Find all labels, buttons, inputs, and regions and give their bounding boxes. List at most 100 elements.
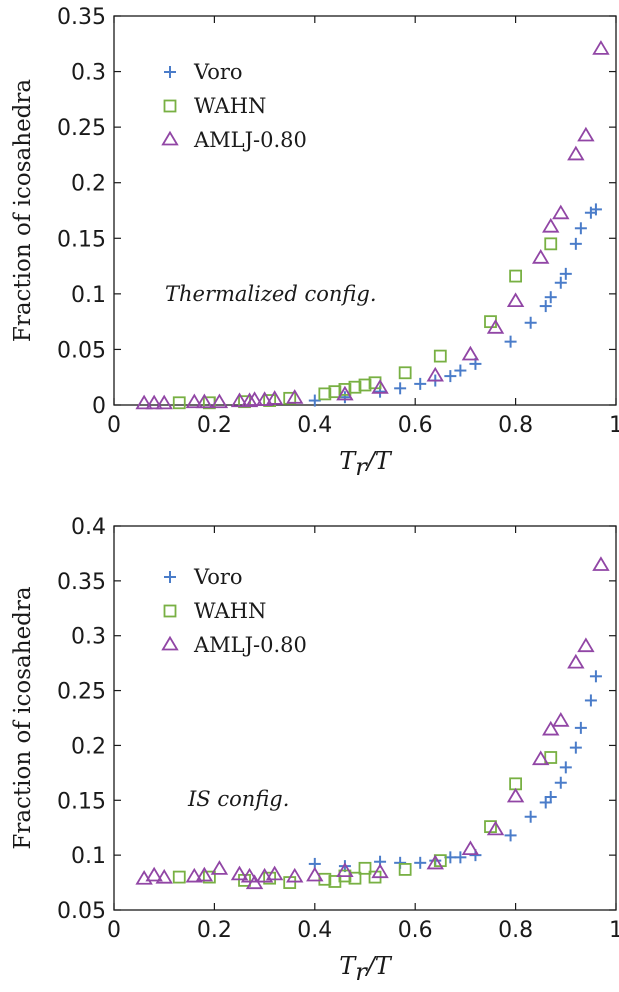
data-point [306, 866, 324, 882]
data-point [569, 741, 582, 754]
data-point [542, 720, 560, 736]
y-tick-label: 0.3 [71, 61, 106, 86]
x-tick-label: 0.2 [197, 413, 232, 438]
data-point [145, 866, 163, 882]
x-axis-title-subscript: r [355, 453, 368, 481]
data-point [589, 670, 602, 683]
data-point [592, 40, 610, 55]
y-tick-label: 0.15 [57, 227, 106, 252]
legend-marker-amlj [161, 130, 179, 146]
data-point [454, 364, 467, 377]
data-point [506, 292, 525, 308]
y-tick-label: 0.2 [71, 734, 106, 759]
x-tick-label: 0.8 [498, 918, 533, 943]
data-point [504, 829, 517, 842]
data-point [552, 712, 570, 727]
data-point [348, 380, 362, 394]
y-tick-label: 0.1 [71, 844, 106, 869]
data-point [539, 796, 552, 809]
data-point [444, 370, 457, 383]
data-point [589, 203, 602, 216]
legend-label-amlj: AMLJ-0.80 [193, 633, 307, 657]
data-point [286, 389, 304, 404]
data-point [544, 790, 557, 803]
data-point [414, 856, 427, 869]
data-point [265, 865, 284, 881]
data-point [504, 335, 517, 348]
data-point [567, 653, 585, 669]
data-point [195, 393, 214, 409]
x-tick-label: 1 [609, 413, 619, 438]
series-square [172, 751, 558, 889]
chart-panel-is: 0 0.2 0.4 0.6 0.8 1 0.05 0.1 0.15 0.2 0.25 0.3 0.35 0… [10, 515, 619, 986]
data-point [240, 392, 259, 408]
data-point [265, 390, 284, 405]
legend-symbol [163, 604, 177, 618]
data-point [569, 237, 582, 250]
data-point [559, 761, 572, 774]
data-point [308, 394, 321, 407]
data-point [255, 391, 274, 406]
data-point [185, 867, 204, 883]
data-point [433, 349, 447, 363]
data-point [567, 145, 585, 161]
data-markers [135, 40, 610, 410]
x-tick-label: 0.8 [498, 413, 533, 438]
data-point [145, 394, 163, 410]
x-axis-title: Tr/T [339, 952, 393, 986]
data-point [544, 291, 557, 304]
data-point [371, 379, 389, 394]
y-tick-label: 0.05 [57, 338, 106, 363]
data-point [574, 222, 587, 235]
y-tick-label: 0.1 [71, 283, 106, 308]
data-point [486, 319, 505, 334]
data-point [255, 867, 274, 883]
y-tick-label: 0.2 [71, 172, 106, 197]
x-axis-title-subscript: r [355, 958, 368, 986]
data-point [506, 787, 525, 803]
x-tick-label: 0.6 [398, 413, 433, 438]
data-point [559, 267, 572, 280]
y-tick-label: 0.05 [57, 899, 106, 924]
axis-ticks: 0 0.2 0.4 0.6 0.8 1 0 0.05 0.1 0.15 0.2 0.25 0.3 0.35 [57, 5, 619, 438]
axis-ticks: 0 0.2 0.4 0.6 0.8 1 0.05 0.1 0.15 0.2 0.25 0.3 0.35 0… [57, 515, 619, 943]
y-tick-label: 0.35 [57, 5, 106, 30]
legend-label-voro: Voro [193, 60, 243, 84]
data-point [358, 378, 372, 392]
data-point [286, 867, 304, 883]
legend: Voro WAHN AMLJ-0.80 [161, 60, 307, 152]
data-point [195, 866, 214, 882]
series-triangle [135, 556, 610, 890]
legend-marker-wahn [163, 604, 177, 618]
y-tick-label: 0 [92, 394, 106, 419]
plot-frame [113, 15, 617, 406]
data-point [544, 751, 558, 764]
x-axis-title: Tr/T [339, 447, 393, 481]
chart-panel-thermalized: 0 0.2 0.4 0.6 0.8 1 0 0.05 0.1 0.15 0.2 0.25 0.3 0.35… [10, 5, 619, 481]
x-axis-title-denominator: /T [365, 447, 393, 475]
x-tick-label: 0.2 [197, 918, 232, 943]
x-tick-label: 0.6 [398, 918, 433, 943]
x-axis-title-base: T [339, 952, 357, 980]
x-axis-title-denominator: /T [365, 952, 393, 980]
data-point [172, 396, 186, 410]
data-point [398, 366, 412, 380]
legend-marker-amlj [161, 635, 179, 651]
plot-frame [113, 525, 617, 911]
data-point [336, 862, 354, 877]
data-point [426, 366, 444, 382]
data-point [210, 860, 229, 875]
x-tick-label: 0 [107, 918, 121, 943]
data-point [172, 870, 186, 884]
y-tick-label: 0.35 [57, 570, 106, 595]
legend-symbol [164, 66, 176, 78]
y-tick-label: 0.4 [71, 515, 106, 540]
data-point [544, 237, 558, 251]
y-tick-label: 0.15 [57, 789, 106, 814]
data-point [283, 391, 297, 405]
legend-label-wahn: WAHN [194, 599, 266, 623]
data-point [155, 868, 173, 884]
y-tick-label: 0.3 [71, 625, 106, 650]
data-point [245, 391, 264, 406]
